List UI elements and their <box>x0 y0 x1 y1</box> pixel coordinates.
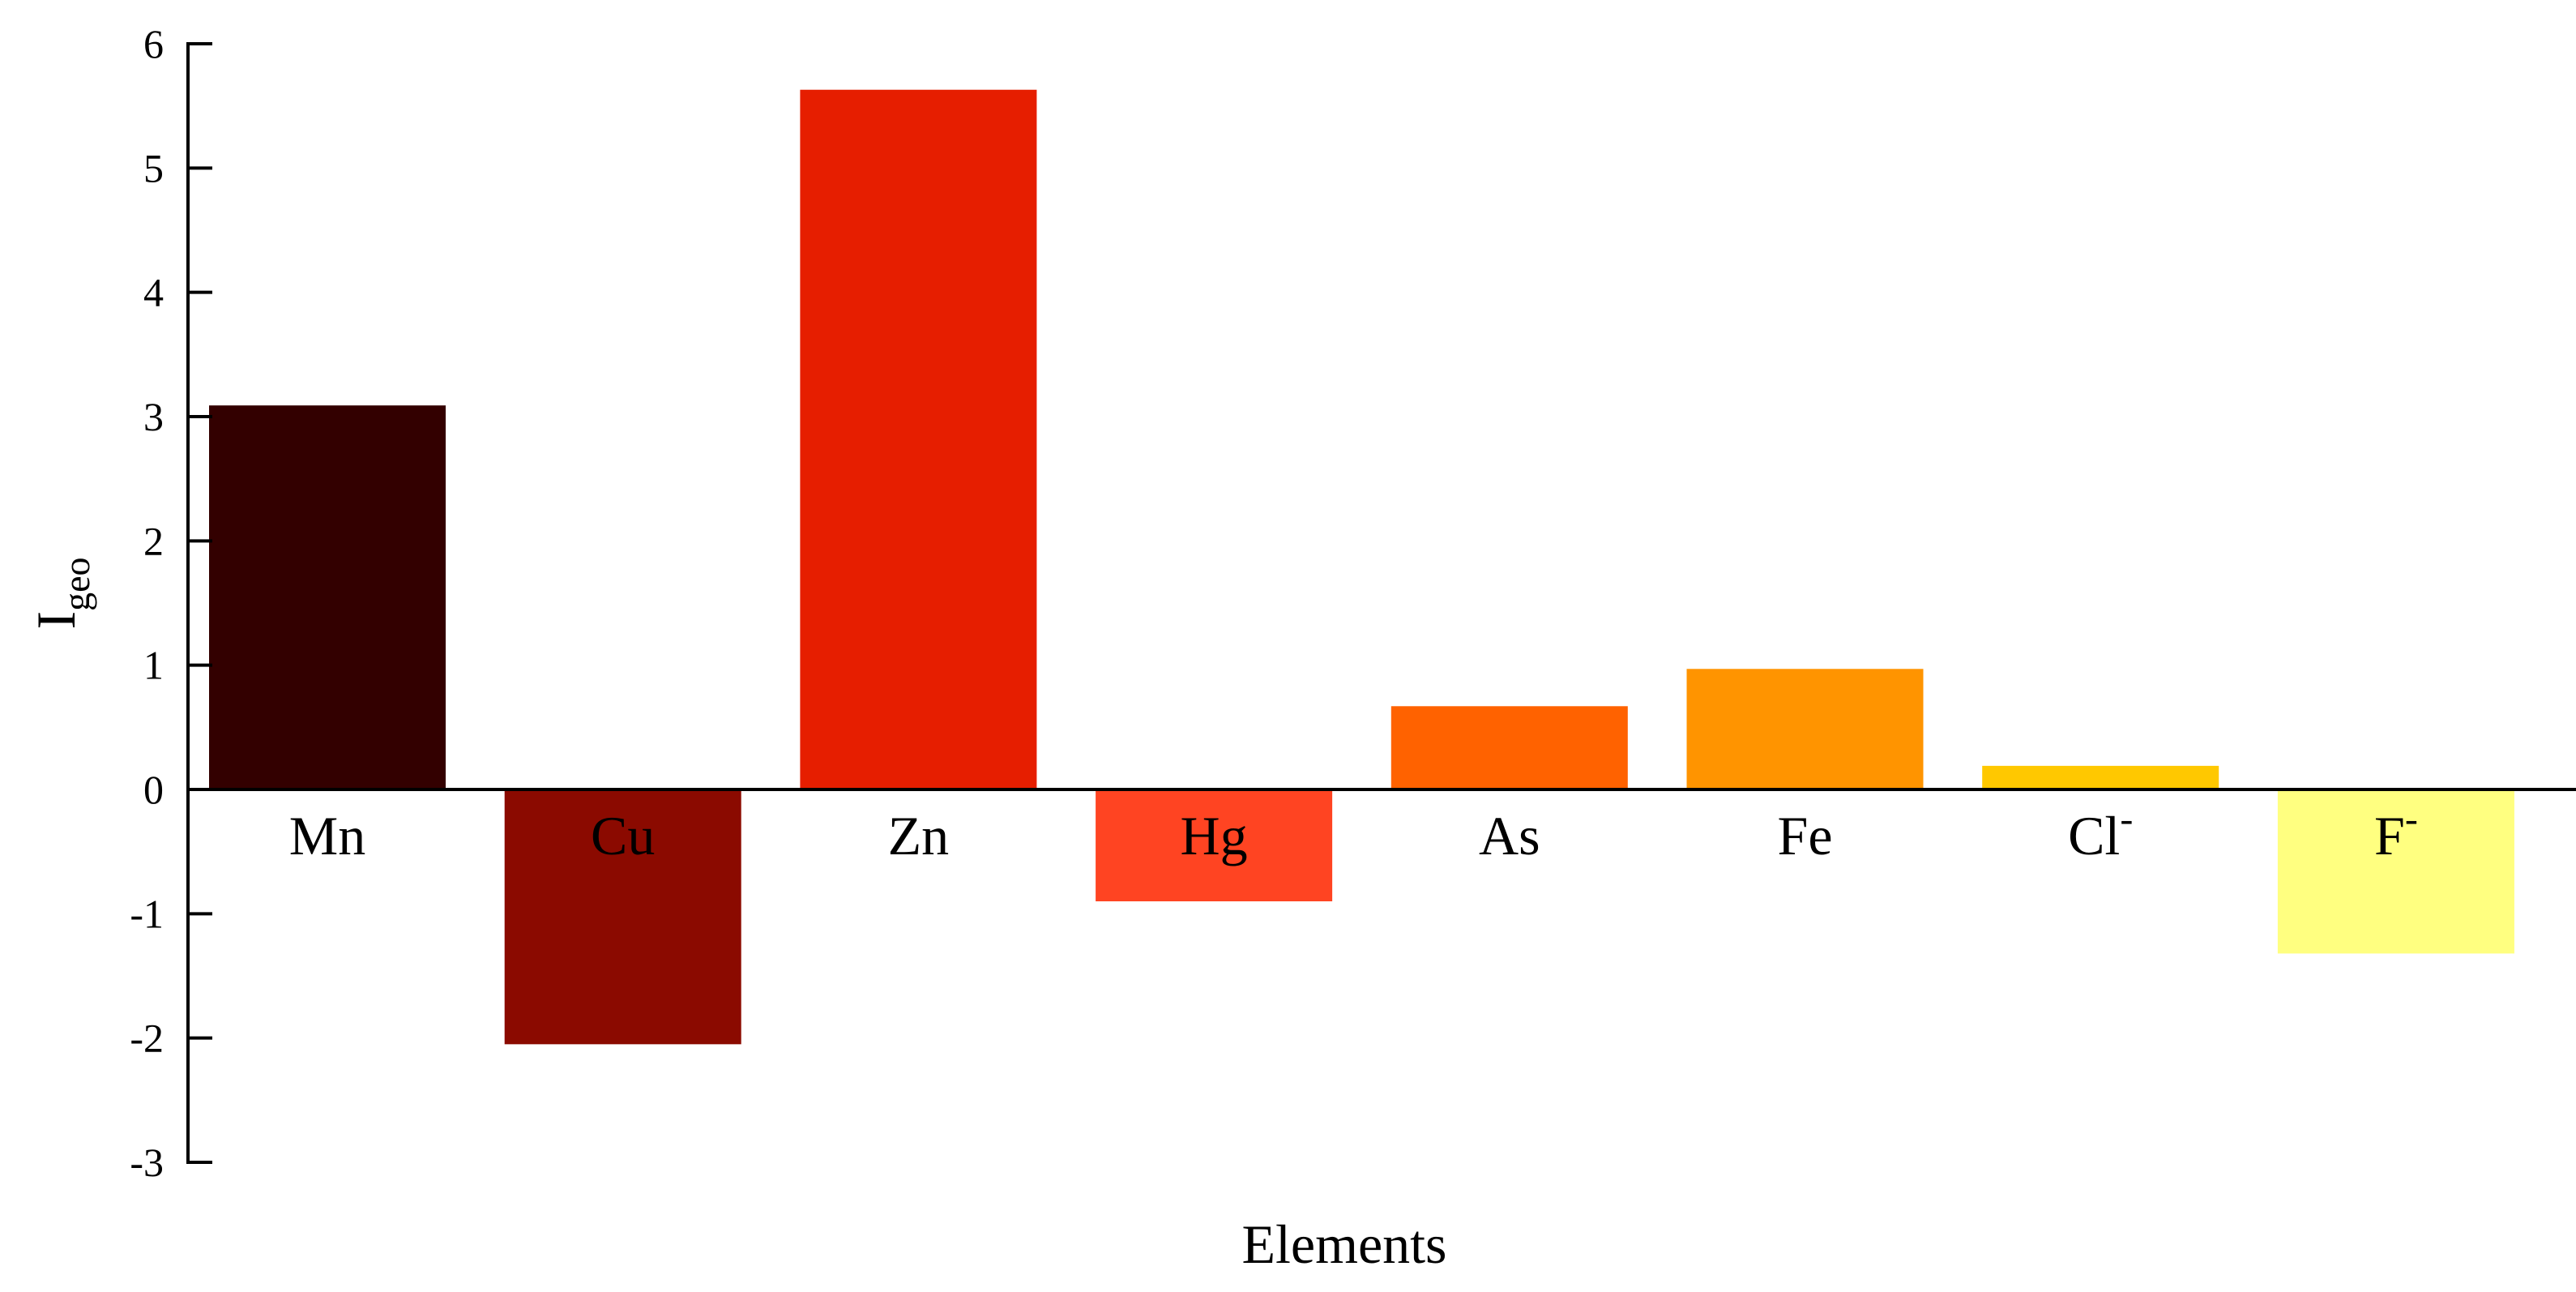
x-axis-title: Elements <box>1241 1213 1446 1275</box>
category-labels: Mn Cu Zn Hg As Fe Cl- F- <box>289 798 2418 866</box>
y-tick-label: 4 <box>143 270 164 315</box>
category-label-cu: Cu <box>591 805 655 866</box>
y-axis: -3 -2 -1 0 1 2 3 4 5 6 <box>130 21 212 1185</box>
category-label-mn: Mn <box>289 805 365 866</box>
y-axis-title-subscript: geo <box>56 557 97 610</box>
y-tick-label: 3 <box>143 394 164 439</box>
bar-mn <box>209 405 446 789</box>
y-axis-title: Igeo <box>25 557 97 629</box>
y-tick-label: -2 <box>130 1016 164 1061</box>
category-label-f: F- <box>2374 798 2418 866</box>
bar-f <box>2277 789 2514 954</box>
category-label-as: As <box>1479 805 1540 866</box>
y-tick-label: -3 <box>130 1140 164 1185</box>
bars-group <box>209 89 2514 1045</box>
bar-fe <box>1686 669 1924 789</box>
category-label-superscript: - <box>2120 798 2133 841</box>
category-label-cl: Cl- <box>2068 798 2133 866</box>
bar-hg <box>1096 789 1333 901</box>
bar-cl <box>1982 765 2219 789</box>
category-label-fe: Fe <box>1778 805 1833 866</box>
bar-as <box>1391 706 1628 789</box>
category-label-hg: Hg <box>1181 805 1248 866</box>
bar-cu <box>504 789 741 1045</box>
y-tick-label: 0 <box>143 767 164 812</box>
category-label-zn: Zn <box>888 805 950 866</box>
y-tick-label: 6 <box>143 21 164 66</box>
y-axis-title-main: I <box>25 611 87 630</box>
y-tick-label: 5 <box>143 145 164 190</box>
bar-zn <box>800 89 1037 789</box>
y-tick-label: 2 <box>143 518 164 563</box>
y-tick-label: -1 <box>130 891 164 936</box>
category-label-superscript: - <box>2405 798 2418 841</box>
y-tick-label: 1 <box>143 643 164 688</box>
